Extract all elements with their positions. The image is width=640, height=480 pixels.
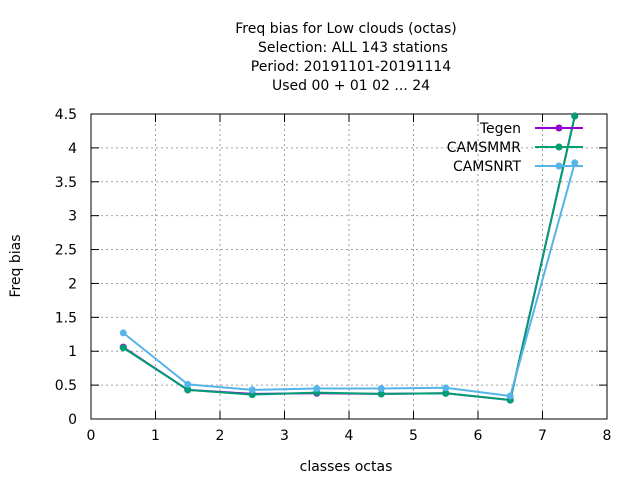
data-point — [571, 112, 579, 120]
x-tick-label: 2 — [216, 428, 225, 444]
y-tick-label: 4.5 — [55, 107, 77, 123]
x-tick-labels: 0 1 2 3 4 5 6 7 8 — [87, 428, 612, 444]
y-tick-label: 1.5 — [55, 310, 77, 326]
legend-marker — [555, 162, 563, 170]
data-point — [313, 385, 321, 392]
x-tick-label: 5 — [409, 428, 418, 444]
y-tick-label: 3.5 — [55, 175, 77, 191]
data-point — [506, 392, 514, 400]
y-tick-label: 1 — [68, 344, 77, 360]
data-point — [119, 344, 127, 352]
y-tick-labels: 0 0.5 1 1.5 2 2.5 3 3.5 4 4.5 — [55, 107, 77, 428]
data-point — [377, 385, 385, 392]
legend: Tegen CAMSMMR CAMSNRT — [447, 121, 583, 175]
chart-title: Freq bias for Low clouds (octas) Selecti… — [235, 21, 456, 94]
x-tick-label: 7 — [538, 428, 547, 444]
y-tick-label: 2 — [68, 276, 77, 292]
legend-entry: CAMSMMR — [447, 140, 583, 156]
legend-entry: Tegen — [479, 121, 583, 137]
data-point — [442, 384, 450, 392]
axes — [90, 113, 608, 420]
y-tick-label: 2.5 — [55, 243, 77, 259]
series-line — [122, 162, 576, 398]
series-line — [122, 115, 576, 402]
x-tick-label: 3 — [280, 428, 289, 444]
legend-marker — [555, 124, 563, 132]
x-tick-label: 6 — [474, 428, 483, 444]
legend-entry: CAMSNRT — [453, 159, 583, 175]
data-point — [571, 159, 579, 167]
legend-label: CAMSNRT — [453, 159, 522, 175]
legend-marker — [555, 143, 563, 151]
data-point — [442, 389, 450, 397]
title-line-3: Period: 20191101-20191114 — [251, 59, 451, 75]
y-tick-label: 3 — [68, 209, 77, 225]
data-point — [184, 386, 192, 394]
x-tick-label: 1 — [151, 428, 160, 444]
y-tick-label: 0 — [68, 412, 77, 428]
grid — [91, 114, 607, 419]
title-line-1: Freq bias for Low clouds (octas) — [235, 21, 456, 37]
x-tick-label: 8 — [603, 428, 612, 444]
plot-border — [90, 113, 608, 420]
x-tick-label: 4 — [345, 428, 354, 444]
x-axis-label: classes octas — [300, 459, 393, 475]
title-line-2: Selection: ALL 143 stations — [258, 40, 448, 56]
y-tick-label: 4 — [68, 141, 77, 157]
title-line-4: Used 00 + 01 02 ... 24 — [272, 78, 430, 94]
y-tick-label: 0.5 — [55, 378, 77, 394]
series-camsnrt — [119, 159, 579, 400]
data-point — [119, 329, 127, 337]
data-point — [184, 380, 192, 388]
legend-label: Tegen — [479, 121, 521, 137]
legend-label: CAMSMMR — [447, 140, 521, 156]
series-group — [119, 112, 579, 404]
data-point — [248, 386, 256, 394]
y-axis-label: Freq bias — [8, 234, 24, 297]
data-point — [377, 390, 385, 398]
x-tick-label: 0 — [87, 428, 96, 444]
